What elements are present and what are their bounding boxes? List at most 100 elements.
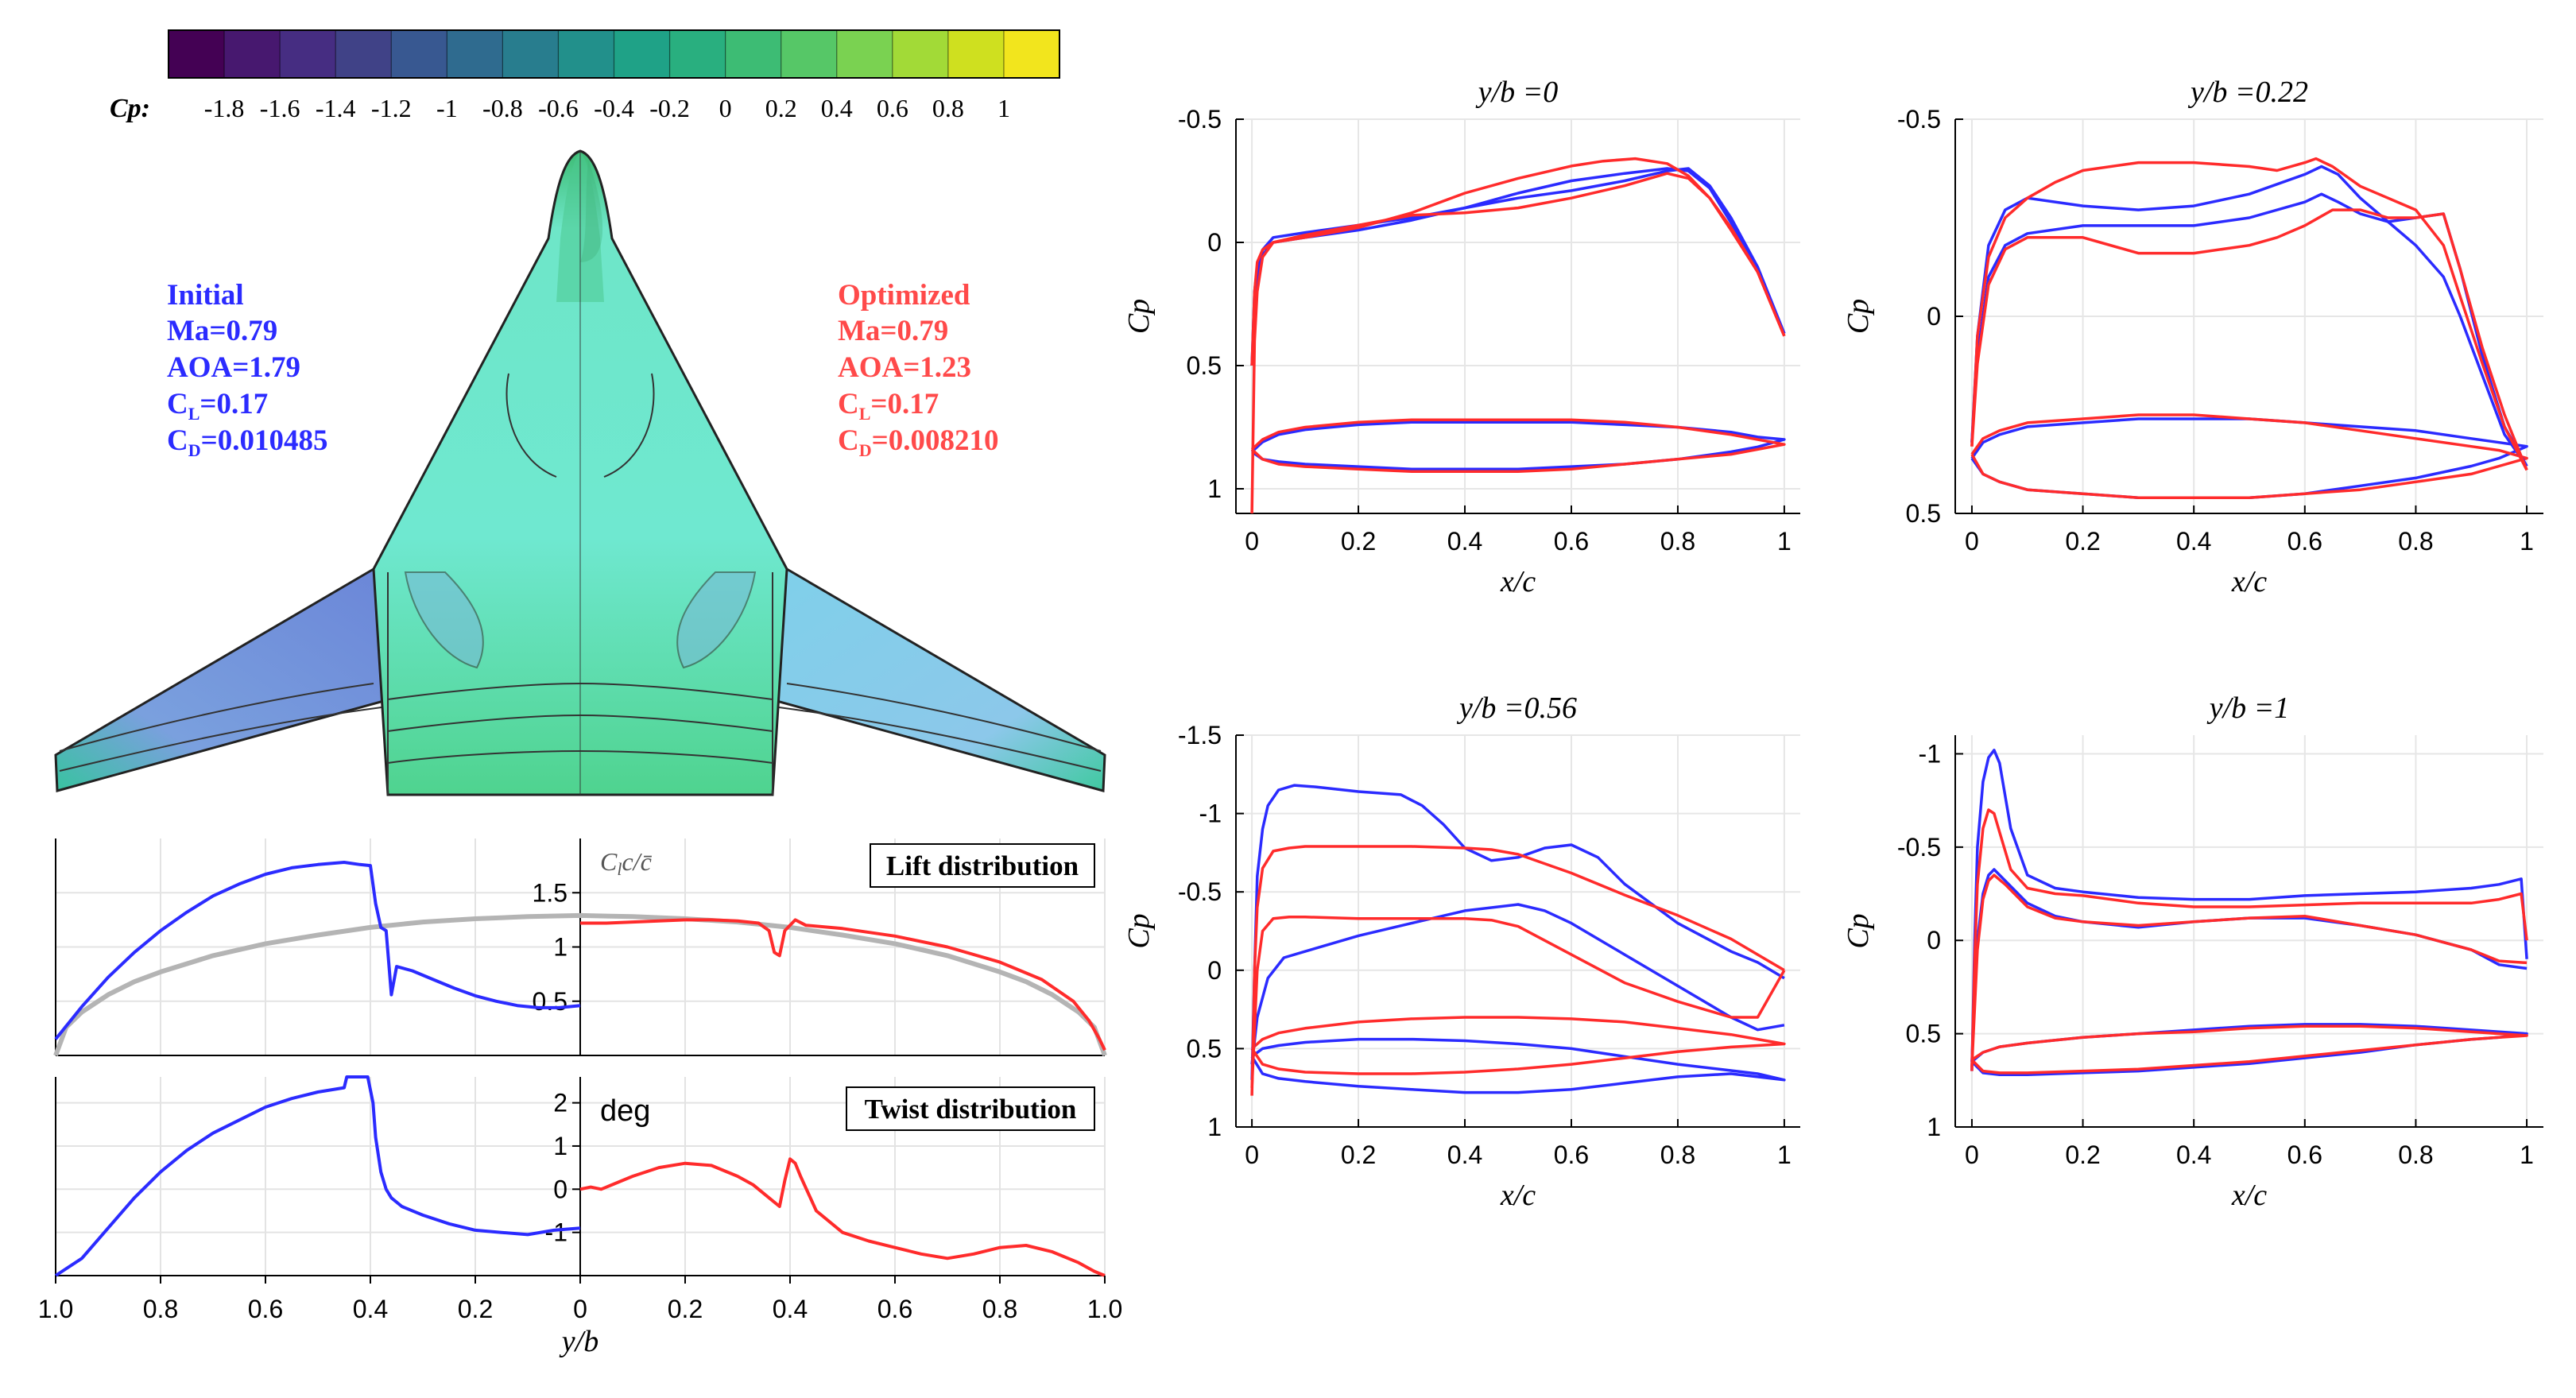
cp-xtick-label: 1 <box>2520 527 2534 556</box>
lift-ytick-label: 1 <box>553 933 567 962</box>
colorbar-tick-label: 0.8 <box>932 94 964 122</box>
airfoil-section-outline <box>1250 1037 1786 1094</box>
optimized-annotation: Optimized Ma=0.79 AOA=1.23 CL=0.17 CD=0.… <box>838 279 998 460</box>
colorbar-swatch <box>224 30 281 78</box>
colorbar-swatch <box>335 30 392 78</box>
colorbar-swatch <box>447 30 503 78</box>
colorbar-tick-label: -0.4 <box>594 94 634 122</box>
twist-series-optimized <box>579 1157 1106 1277</box>
cp-ytick-label: -0.5 <box>1897 105 1941 134</box>
plot-area <box>1955 735 2543 1127</box>
cp-series-initial <box>1970 165 2528 467</box>
cp-series-optimized <box>1250 845 1785 1096</box>
optimized-aoa: AOA=1.23 <box>838 351 971 384</box>
cp-ytick-label: -1.5 <box>1178 721 1222 749</box>
colorbar-swatch <box>391 30 447 78</box>
lift-ytick-label: 0.5 <box>533 987 567 1016</box>
cp-ytick-label: 0.5 <box>1906 1020 1941 1048</box>
lift-ytick-label: 1.5 <box>533 878 567 907</box>
colorbar-tick-label: 0.6 <box>877 94 908 122</box>
cp-panel-title: y/b =0 <box>1475 76 1559 109</box>
colorbar-tick-label: -1.6 <box>260 94 300 122</box>
cp-ytick-label: -0.5 <box>1897 833 1941 862</box>
cp-xtick-label: 1 <box>1777 1140 1792 1169</box>
colorbar-swatch <box>947 30 1005 78</box>
colorbar-tick-label: -0.8 <box>482 94 523 122</box>
colorbar <box>168 29 1060 79</box>
cp-xtick-label: 0 <box>1965 1140 1979 1169</box>
airfoil-section-outline <box>1250 420 1786 471</box>
cp-xtick-label: 0.4 <box>1447 1140 1482 1169</box>
cp-xtick-label: 0.6 <box>1554 1140 1589 1169</box>
colorbar-tick-label: 0.4 <box>821 94 853 122</box>
cp-xtick-label: 0.4 <box>1447 527 1482 556</box>
cp-xtick-label: 0.4 <box>2176 1140 2211 1169</box>
span-tick-label: 0.6 <box>877 1295 912 1323</box>
cp-xtick-label: 0.2 <box>1341 527 1376 556</box>
cp-xlabel: x/c <box>1500 1179 1536 1212</box>
optimized-ma: Ma=0.79 <box>838 315 948 347</box>
cp-xtick-label: 0.6 <box>1554 527 1589 556</box>
colorbar-swatch <box>725 30 782 78</box>
twist-ytick-label: 2 <box>553 1089 567 1117</box>
cp-ytick-label: 0.5 <box>1906 499 1941 528</box>
cp-panel: 0 0.2 0.4 0.6 0.8 1 -0.5 0 0.5 y/b =0.22 x/c Cp <box>1842 76 2543 598</box>
cp-panel: 0 0.2 0.4 0.6 0.8 1 -1.5 -1 -0.5 0 0.5 1 y/b =0.56 x/… <box>1122 691 1800 1212</box>
cp-ytick-label: -0.5 <box>1178 105 1222 134</box>
colorbar-swatch <box>781 30 838 78</box>
cp-xtick-label: 0.8 <box>2398 527 2433 556</box>
cp-curves <box>1970 157 2528 499</box>
airfoil-section-outline <box>1250 418 1786 474</box>
cp-xtick-label: 0.8 <box>1660 1140 1695 1169</box>
cp-ytick-label: -0.5 <box>1178 877 1222 906</box>
cp-ytick-label: 0.5 <box>1187 1034 1222 1063</box>
colorbar-tick-label: 0.2 <box>765 94 797 122</box>
cp-series-initial <box>1250 903 1785 1065</box>
twist-unit-label: deg <box>600 1094 650 1128</box>
cp-curves <box>1250 784 1786 1096</box>
cp-series-optimized <box>1250 172 1786 366</box>
optimized-title: Optimized <box>838 279 970 312</box>
cp-xtick-label: 0.8 <box>2398 1140 2433 1169</box>
cp-panel-title: y/b =1 <box>2206 691 2290 725</box>
span-tick-label: 0.2 <box>668 1295 703 1323</box>
colorbar-swatch <box>169 30 225 78</box>
lift-box-label: Lift distribution <box>886 850 1079 881</box>
cp-series-initial <box>1970 749 2528 1071</box>
colorbar-swatch <box>669 30 726 78</box>
optimized-cl: CL=0.17 <box>838 388 939 424</box>
cp-xtick-label: 0 <box>1245 1140 1259 1169</box>
cp-panel: 0 0.2 0.4 0.6 0.8 1 -1 -0.5 0 0.5 1 y/b =1 x/c Cp <box>1842 691 2543 1212</box>
twist-ytick-label: 1 <box>553 1132 567 1160</box>
twist-box-label: Twist distribution <box>865 1094 1077 1125</box>
cp-xtick-label: 0.2 <box>2065 1140 2100 1169</box>
cp-xtick-label: 0.6 <box>2287 527 2322 556</box>
airfoil-section-outline <box>1970 413 2528 499</box>
span-tick-label: 0.2 <box>458 1295 493 1323</box>
initial-cl: CL=0.17 <box>167 388 268 424</box>
colorbar-swatch <box>614 30 671 78</box>
colorbar-label: Cp: <box>110 94 150 123</box>
cp-series-optimized <box>1970 157 2528 471</box>
cp-xtick-label: 0 <box>1965 527 1979 556</box>
lift-series-optimized <box>580 918 1106 1051</box>
cp-ylabel: Cp <box>1842 299 1875 334</box>
cp-curves <box>1250 157 1786 513</box>
colorbar-tick-label: -1.8 <box>204 94 245 122</box>
cp-xtick-label: 1 <box>1777 527 1792 556</box>
cp-xtick-label: 0.8 <box>1660 527 1695 556</box>
lift-ylabel: Clc/c̄ <box>600 847 652 879</box>
span-tick-label: 0 <box>573 1295 587 1323</box>
cp-ytick-label: 0 <box>1927 926 1941 955</box>
cp-ytick-label: -1 <box>1199 800 1222 828</box>
span-tick-label: 0.8 <box>982 1295 1017 1323</box>
cp-ytick-label: 0 <box>1927 302 1941 331</box>
twist-label-box <box>846 1086 1095 1131</box>
cp-ylabel: Cp <box>1122 299 1156 334</box>
colorbar-tick-labels: -1.8 -1.6 -1.4 -1.2 -1 -0.8 -0.6 -0.4 -0.2 0 0.2 0.… <box>204 94 1010 122</box>
cp-xtick-label: 0.6 <box>2287 1140 2322 1169</box>
colorbar-tick-label: -1.2 <box>371 94 412 122</box>
cp-xtick-label: 0 <box>1245 527 1259 556</box>
cp-ytick-label: 1 <box>1207 474 1222 503</box>
span-tick-label: 1.0 <box>38 1295 73 1323</box>
